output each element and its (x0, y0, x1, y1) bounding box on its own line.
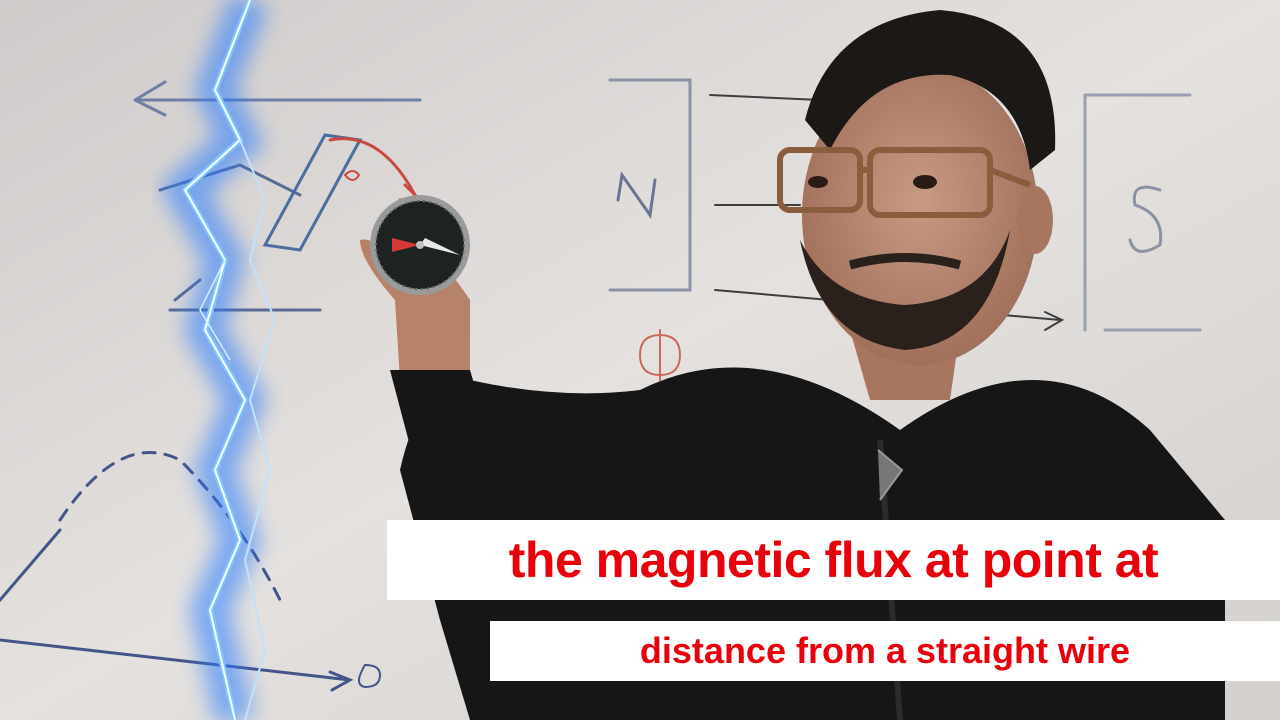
compass (370, 195, 470, 295)
lightning-bolt (159, 0, 277, 720)
caption-line-1: the magnetic flux at point at (508, 532, 1159, 588)
whiteboard-drawings (0, 78, 1202, 692)
caption-line-2: distance from a straight wire (639, 630, 1131, 671)
caption-line-1-box: the magnetic flux at point at (387, 520, 1280, 600)
caption-line-2-box: distance from a straight wire (490, 621, 1280, 681)
